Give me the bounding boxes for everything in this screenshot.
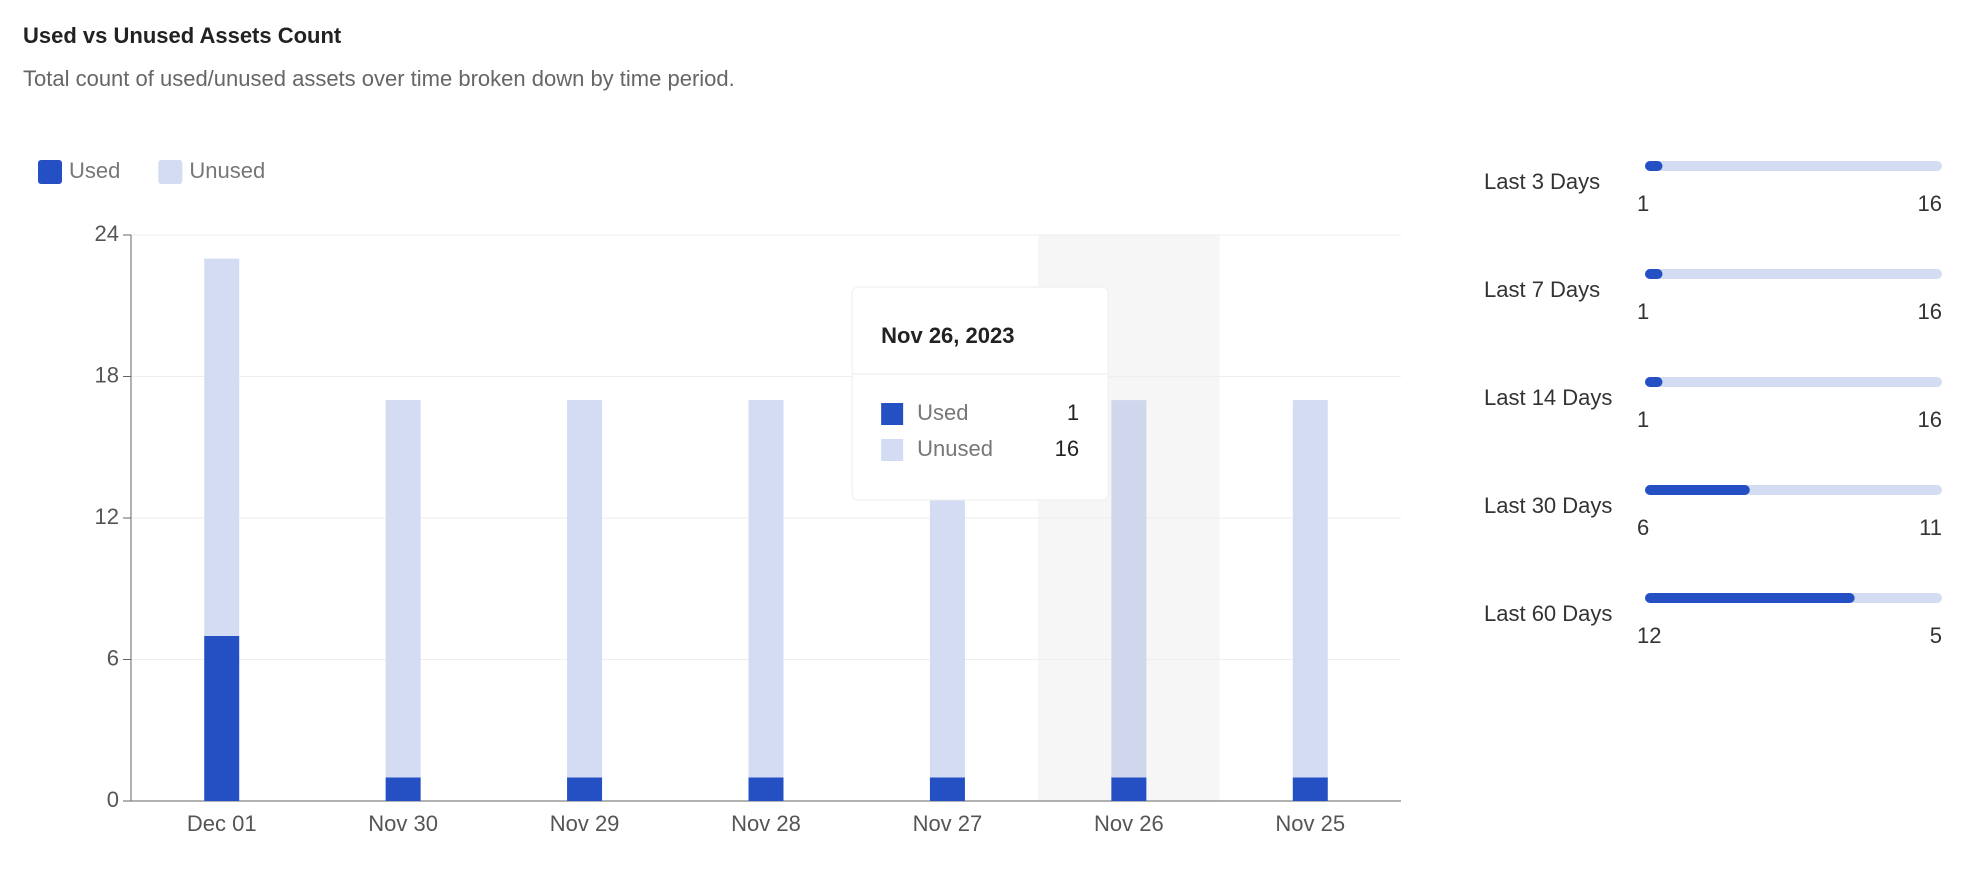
period-used-value: 1	[1637, 191, 1649, 216]
period-used-bar	[1645, 485, 1750, 495]
tooltip-title: Nov 26, 2023	[881, 323, 1014, 348]
period-track	[1645, 269, 1942, 279]
tooltip-label: Unused	[917, 436, 993, 461]
x-tick-label: Nov 28	[731, 811, 801, 836]
bar-segment	[567, 777, 603, 801]
period-label: Last 14 Days	[1484, 385, 1612, 410]
y-tick-label: 24	[95, 221, 119, 246]
period-used-value: 1	[1637, 407, 1649, 432]
period-unused-value: 5	[1930, 623, 1942, 648]
period-used-bar	[1645, 269, 1663, 279]
period-label: Last 7 Days	[1484, 277, 1600, 302]
bar-segment	[748, 777, 784, 801]
tooltip-box	[851, 286, 1109, 501]
legend-swatch	[38, 160, 62, 184]
period-label: Last 60 Days	[1484, 601, 1612, 626]
x-tick-label: Nov 27	[913, 811, 983, 836]
period-unused-value: 16	[1918, 407, 1942, 432]
period-used-bar	[1645, 161, 1663, 171]
period-track	[1645, 161, 1942, 171]
period-unused-value: 16	[1918, 299, 1942, 324]
tooltip-value: 1	[1067, 400, 1079, 425]
bar-segment	[1111, 400, 1147, 778]
tooltip-swatch	[881, 439, 904, 461]
tooltip-label: Used	[917, 400, 968, 425]
period-unused-value: 16	[1918, 191, 1942, 216]
period-label: Last 30 Days	[1484, 493, 1612, 518]
y-tick-label: 18	[95, 362, 119, 387]
tooltip-swatch	[881, 403, 904, 425]
chart-title: Used vs Unused Assets Count	[23, 23, 342, 48]
bar-segment	[1292, 400, 1328, 778]
tooltip-value: 16	[1055, 436, 1079, 461]
x-tick-label: Nov 26	[1094, 811, 1164, 836]
period-unused-value: 11	[1919, 515, 1942, 540]
period-track	[1645, 377, 1942, 387]
bar-segment	[1111, 777, 1147, 801]
period-used-bar	[1645, 377, 1663, 387]
bar-segment	[204, 258, 240, 636]
bar-segment	[204, 635, 240, 801]
x-tick-label: Dec 01	[187, 811, 257, 836]
bar-segment	[748, 400, 784, 778]
bar-segment	[567, 400, 603, 778]
period-label: Last 3 Days	[1484, 169, 1600, 194]
x-tick-label: Nov 29	[550, 811, 620, 836]
legend-label: Unused	[189, 158, 265, 183]
period-used-value: 12	[1637, 623, 1661, 648]
period-used-value: 1	[1637, 299, 1649, 324]
chart-subtitle: Total count of used/unused assets over t…	[23, 66, 735, 91]
y-tick-label: 6	[107, 645, 119, 670]
bar-segment	[385, 400, 421, 778]
x-tick-label: Nov 25	[1275, 811, 1345, 836]
bar-segment	[1292, 777, 1328, 801]
period-used-value: 6	[1637, 515, 1649, 540]
legend-label: Used	[69, 158, 120, 183]
bar-segment	[385, 777, 421, 801]
bar-segment	[929, 777, 965, 801]
y-tick-label: 0	[107, 787, 119, 812]
x-tick-label: Nov 30	[368, 811, 438, 836]
period-used-bar	[1645, 593, 1855, 603]
legend-swatch	[158, 160, 183, 184]
y-tick-label: 12	[95, 504, 119, 529]
